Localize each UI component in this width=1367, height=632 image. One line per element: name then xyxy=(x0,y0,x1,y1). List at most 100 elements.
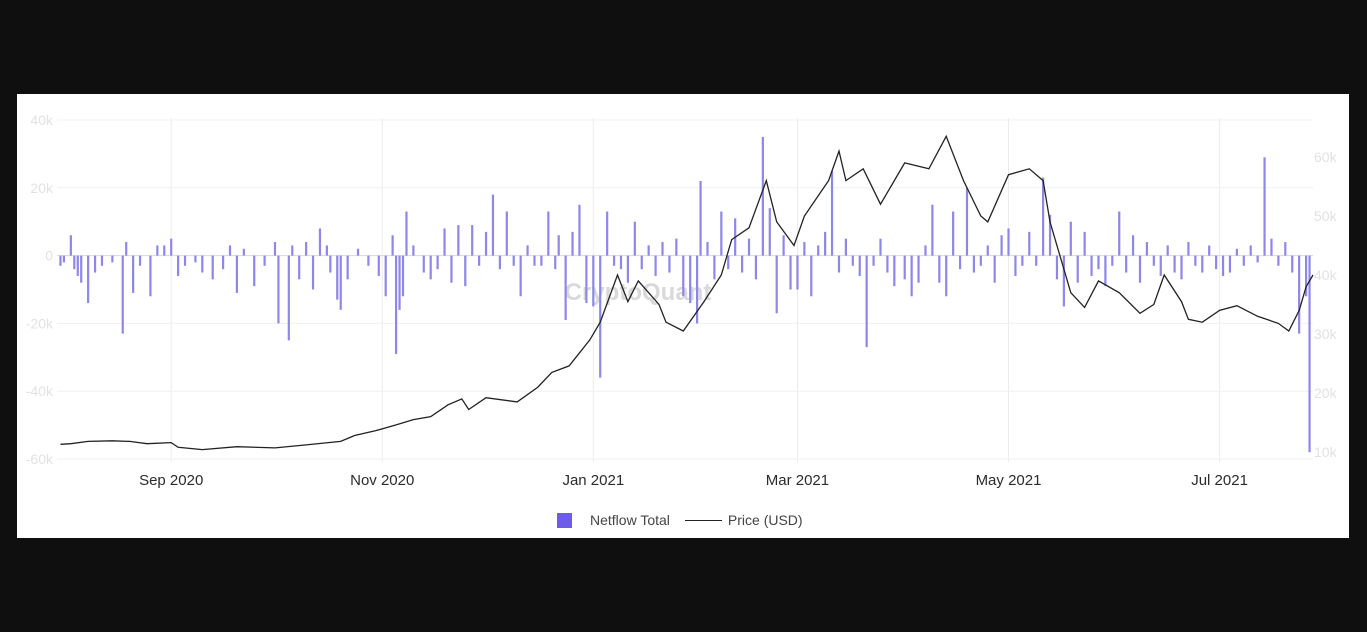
netflow-bar xyxy=(557,235,560,256)
netflow-bar xyxy=(526,245,529,256)
netflow-bar xyxy=(156,245,159,256)
netflow-bar xyxy=(478,255,481,266)
netflow-bar xyxy=(69,235,72,256)
y-right-tick-label: 50k xyxy=(1314,208,1338,224)
netflow-bar xyxy=(1014,255,1017,276)
netflow-bar xyxy=(917,255,920,283)
netflow-bar xyxy=(1097,255,1100,270)
netflow-bar xyxy=(391,235,394,256)
netflow-bar xyxy=(336,255,339,300)
netflow-bar xyxy=(1173,255,1176,273)
netflow-bar xyxy=(1090,255,1093,276)
netflow-bar xyxy=(564,255,567,321)
netflow-bar xyxy=(1263,157,1266,256)
netflow-bar xyxy=(993,255,996,283)
netflow-bar xyxy=(367,255,370,266)
x-tick-label: Nov 2020 xyxy=(350,472,414,489)
watermark: CryptoQuant xyxy=(565,279,712,306)
netflow-bar xyxy=(796,255,799,290)
netflow-bar xyxy=(910,255,913,297)
netflow-bar xyxy=(253,255,256,287)
netflow-bar xyxy=(436,255,439,270)
netflow-bar xyxy=(675,238,678,256)
netflow-bar xyxy=(1111,255,1114,266)
netflow-bar xyxy=(654,255,657,276)
netflow-bar xyxy=(1159,255,1162,276)
netflow-price-chart: 40k 20k 0 -20k -40k -60k 60k 50k 40k 30k 20k 10k S… xyxy=(26,112,1338,489)
netflow-bar xyxy=(958,255,962,270)
netflow-bar xyxy=(1131,235,1135,256)
netflow-swatch xyxy=(557,512,572,528)
netflow-bar xyxy=(132,255,135,293)
netflow-bar xyxy=(111,255,114,263)
netflow-bar xyxy=(571,231,574,256)
netflow-bar xyxy=(782,235,785,256)
netflow-bar xyxy=(803,242,806,256)
y-right-tick-label: 60k xyxy=(1314,149,1338,165)
netflow-bar xyxy=(865,255,868,348)
x-tick-label: Jul 2021 xyxy=(1191,472,1248,489)
x-tick-label: Sep 2020 xyxy=(139,472,203,489)
netflow-bar xyxy=(540,255,543,266)
netflow-bar xyxy=(1308,255,1311,453)
netflow-bar xyxy=(235,255,239,293)
netflow-bar xyxy=(484,231,488,256)
netflow-bar xyxy=(93,255,97,273)
netflow-bar xyxy=(443,228,446,256)
netflow-bar xyxy=(1104,255,1107,287)
netflow-bar xyxy=(1215,255,1218,270)
netflow-bar xyxy=(346,255,349,280)
netflow-bar xyxy=(713,255,716,280)
netflow-bar xyxy=(125,242,128,256)
netflow-bar xyxy=(194,255,197,263)
netflow-bar xyxy=(640,255,643,270)
netflow-bar xyxy=(1187,242,1190,256)
netflow-bar xyxy=(1021,255,1024,266)
netflow-bar xyxy=(291,245,294,256)
netflow-bar xyxy=(817,245,820,256)
x-tick-label: May 2021 xyxy=(976,472,1042,489)
netflow-bar xyxy=(1235,248,1238,256)
netflow-bar xyxy=(1083,231,1086,256)
netflow-bar xyxy=(287,255,290,341)
netflow-bar xyxy=(824,231,827,256)
netflow-bar xyxy=(1118,211,1121,256)
y-left-tick-label: 40k xyxy=(30,112,54,128)
netflow-bar xyxy=(1284,242,1287,256)
y-left-tick-label: -60k xyxy=(26,451,54,467)
netflow-bar xyxy=(149,255,152,297)
netflow-bar xyxy=(76,255,79,276)
y-left-tick-label: -40k xyxy=(26,383,54,399)
netflow-bar xyxy=(339,255,342,310)
netflow-bar xyxy=(138,255,142,266)
netflow-bar xyxy=(398,255,401,310)
y-left-tick-label: 20k xyxy=(30,180,54,196)
netflow-bar xyxy=(775,255,778,314)
y-right-tick-label: 30k xyxy=(1314,326,1338,342)
netflow-bar xyxy=(554,255,557,270)
netflow-bar xyxy=(273,242,277,256)
netflow-bar xyxy=(844,238,847,256)
netflow-bar xyxy=(401,255,405,297)
netflow-bar xyxy=(1270,238,1273,256)
netflow-bar xyxy=(505,211,508,256)
netflow-bar xyxy=(1035,255,1038,266)
netflow-bar xyxy=(1304,255,1308,297)
netflow-bar xyxy=(626,255,630,283)
netflow-bar xyxy=(606,211,609,256)
y-axis-left: 40k 20k 0 -20k -40k -60k xyxy=(26,112,54,467)
netflow-bar xyxy=(62,255,66,263)
netflow-bar xyxy=(429,255,432,280)
netflow-bar xyxy=(720,211,723,256)
netflow-bar xyxy=(754,255,758,280)
netflow-bar xyxy=(464,255,467,287)
legend-price-label: Price (USD) xyxy=(727,512,803,528)
chart-panel: 40k 20k 0 -20k -40k -60k 60k 50k 40k 30k 20k 10k S… xyxy=(17,94,1349,538)
netflow-bar xyxy=(1000,235,1003,256)
netflow-bar xyxy=(377,255,380,276)
netflow-bar xyxy=(1180,255,1183,280)
netflow-bar xyxy=(789,255,792,290)
netflow-bar xyxy=(59,255,62,266)
legend[interactable]: Netflow Total Price (USD) xyxy=(557,512,803,528)
netflow-bar xyxy=(73,255,76,270)
